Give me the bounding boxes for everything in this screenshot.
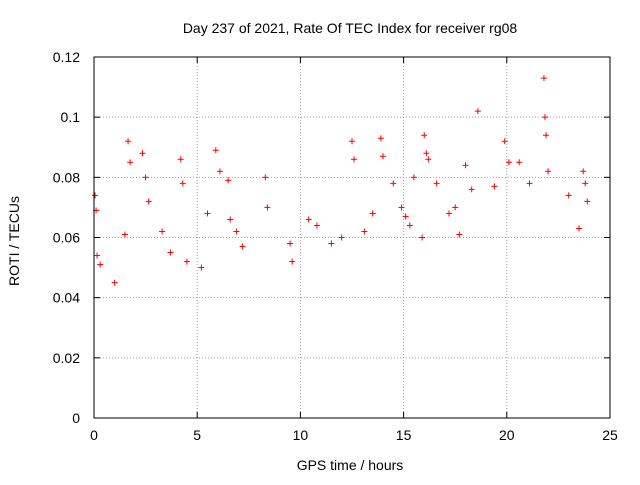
data-point	[351, 156, 358, 163]
data-point	[361, 228, 368, 235]
y-tick-label: 0.1	[61, 109, 81, 125]
data-point	[505, 159, 512, 166]
y-tick-label: 0.06	[53, 230, 80, 246]
x-tick-label: 5	[193, 427, 201, 443]
data-point	[177, 156, 184, 163]
data-point	[139, 150, 146, 157]
data-point	[541, 114, 548, 121]
data-point	[576, 225, 583, 232]
data-point	[501, 138, 508, 145]
data-point	[565, 192, 572, 199]
data-point	[111, 279, 118, 286]
y-tick-label: 0	[72, 410, 80, 426]
x-axis-label: GPS time / hours	[297, 457, 404, 473]
data-point	[390, 180, 397, 187]
data-point	[425, 156, 432, 163]
data-point	[446, 210, 453, 217]
y-tick-label: 0.02	[53, 350, 80, 366]
data-point	[584, 198, 591, 205]
data-point	[421, 132, 428, 139]
data-point	[398, 204, 405, 211]
x-tick-label: 15	[396, 427, 412, 443]
data-point	[94, 252, 101, 259]
data-point	[97, 261, 104, 268]
data-point	[406, 222, 413, 229]
data-point	[204, 210, 211, 217]
data-point	[423, 150, 430, 157]
grid-layer	[94, 57, 610, 418]
data-point	[410, 174, 417, 181]
data-point	[491, 183, 498, 190]
y-axis-label: ROTI / TECUs	[6, 196, 22, 286]
data-point	[474, 108, 481, 115]
data-point	[338, 234, 345, 241]
data-point	[227, 216, 234, 223]
data-point	[142, 174, 149, 181]
data-point	[545, 168, 552, 175]
data-point	[262, 174, 269, 181]
chart-title: Day 237 of 2021, Rate Of TEC Index for r…	[183, 20, 518, 36]
data-point	[349, 138, 355, 145]
data-point	[145, 198, 152, 205]
data-point	[433, 180, 440, 187]
data-point	[92, 192, 99, 199]
x-tick-label: 25	[602, 427, 618, 443]
data-point	[121, 231, 128, 238]
data-point	[526, 180, 533, 187]
y-tick-label: 0.12	[53, 49, 80, 65]
data-point	[225, 177, 232, 184]
data-point	[239, 243, 246, 250]
data-point	[305, 216, 312, 223]
data-point	[287, 240, 294, 247]
data-point	[328, 240, 335, 247]
data-point	[419, 234, 426, 241]
data-point	[456, 231, 463, 238]
data-point	[468, 186, 475, 193]
data-point	[127, 159, 134, 166]
data-point	[369, 210, 376, 217]
data-point	[289, 258, 296, 265]
data-point	[402, 213, 409, 220]
x-tick-label: 20	[499, 427, 515, 443]
data-point	[540, 75, 547, 82]
data-point	[125, 138, 132, 145]
data-point	[379, 153, 386, 160]
data-point	[167, 249, 174, 256]
data-point	[516, 159, 523, 166]
data-point	[159, 228, 166, 235]
data-point	[198, 264, 205, 271]
tick-layer: 0 5 10 15 20 25 0 0.02 0.04 0.06 0.08 0.1 0.12	[53, 49, 618, 443]
y-tick-label: 0.04	[53, 290, 80, 306]
x-tick-label: 0	[90, 427, 98, 443]
data-point	[179, 180, 186, 187]
data-point	[216, 168, 223, 175]
data-point	[543, 132, 550, 139]
x-tick-label: 10	[293, 427, 309, 443]
data-point	[183, 258, 190, 265]
y-tick-label: 0.08	[53, 169, 80, 185]
scatter-layer	[92, 75, 591, 286]
data-point	[233, 228, 240, 235]
data-point	[580, 168, 587, 175]
data-point	[377, 135, 384, 142]
data-point	[313, 222, 320, 229]
data-point	[264, 204, 271, 211]
data-point	[212, 147, 219, 154]
data-point	[582, 180, 589, 187]
data-point	[462, 162, 469, 169]
data-point	[452, 204, 459, 211]
